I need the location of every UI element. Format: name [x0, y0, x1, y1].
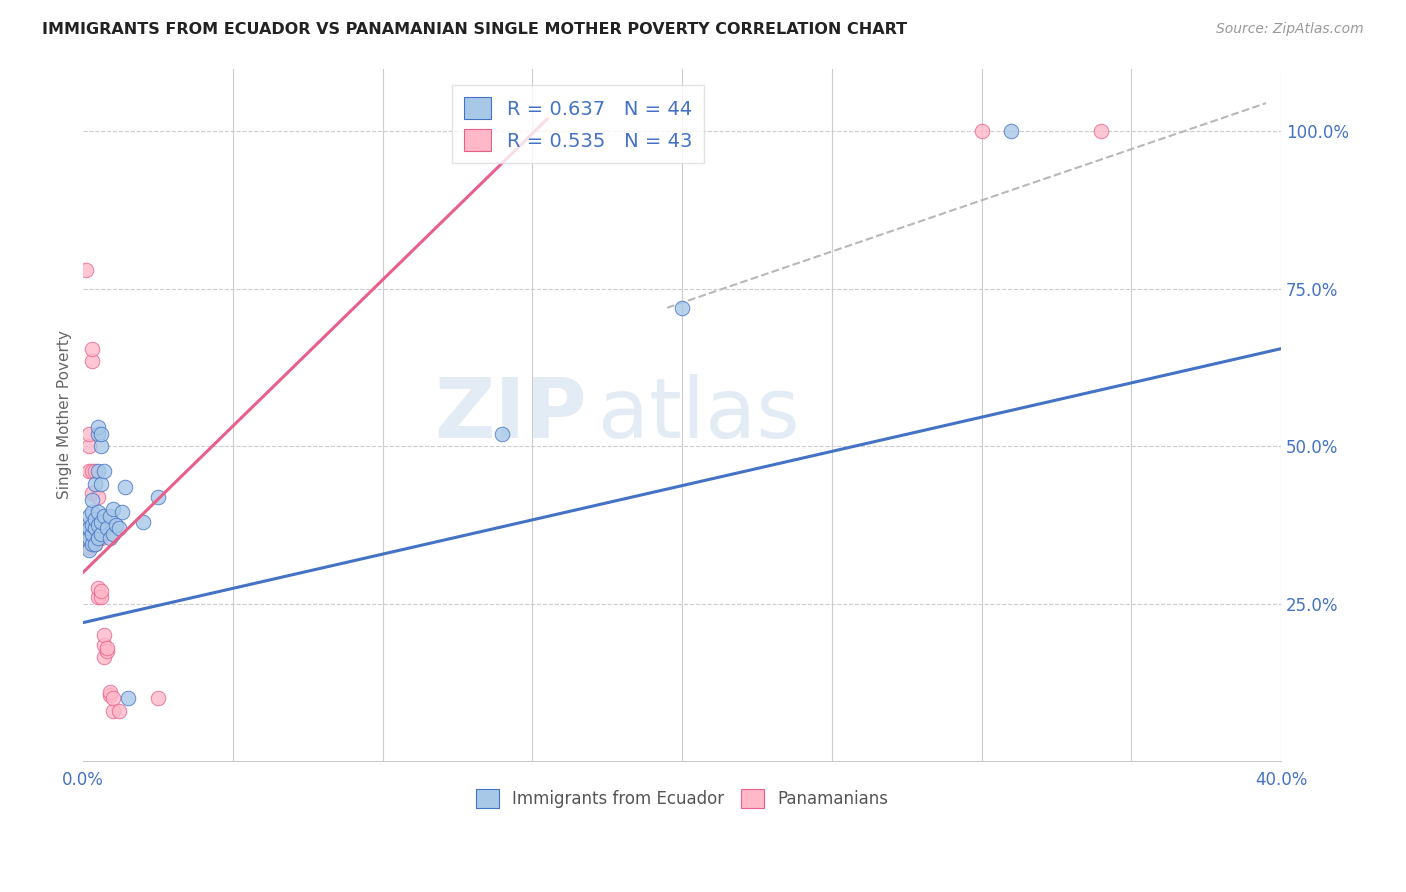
Point [84, 465, 107, 479]
Point [77, 540, 100, 554]
Point [87, 490, 110, 504]
Point [93, 508, 115, 523]
Point [117, 691, 139, 706]
Point [87, 531, 110, 545]
Point [84, 521, 107, 535]
Point [93, 628, 115, 642]
Point [98, 508, 121, 523]
Point [93, 650, 115, 665]
Point [108, 521, 131, 535]
Point [105, 518, 128, 533]
Point [87, 426, 110, 441]
Point [84, 531, 107, 545]
Point [82, 531, 104, 545]
Point [77, 531, 100, 545]
Point [75, 518, 97, 533]
Point [77, 508, 100, 523]
Point [146, 691, 169, 706]
Point [90, 439, 112, 453]
Point [671, 301, 693, 315]
Point [146, 490, 169, 504]
Point [82, 527, 104, 541]
Point [114, 480, 136, 494]
Text: IMMIGRANTS FROM ECUADOR VS PANAMANIAN SINGLE MOTHER POVERTY CORRELATION CHART: IMMIGRANTS FROM ECUADOR VS PANAMANIAN SI… [42, 22, 907, 37]
Point [103, 527, 125, 541]
Point [90, 515, 112, 529]
Point [82, 354, 104, 368]
Point [84, 537, 107, 551]
Point [90, 584, 112, 599]
Point [82, 492, 104, 507]
Point [87, 591, 110, 605]
Point [82, 537, 104, 551]
Point [82, 486, 104, 500]
Point [96, 640, 118, 655]
Point [90, 591, 112, 605]
Point [98, 685, 121, 699]
Point [82, 505, 104, 519]
Point [96, 644, 118, 658]
Point [98, 531, 121, 545]
Point [87, 515, 110, 529]
Point [132, 515, 155, 529]
Point [84, 537, 107, 551]
Point [84, 521, 107, 535]
Point [77, 426, 100, 441]
Point [82, 342, 104, 356]
Point [491, 426, 513, 441]
Point [75, 531, 97, 545]
Point [87, 420, 110, 434]
Text: Source: ZipAtlas.com: Source: ZipAtlas.com [1216, 22, 1364, 37]
Point [82, 515, 104, 529]
Point [1000, 124, 1022, 138]
Point [103, 704, 125, 718]
Point [75, 524, 97, 539]
Point [77, 521, 100, 535]
Point [108, 704, 131, 718]
Point [90, 515, 112, 529]
Point [103, 691, 125, 706]
Point [96, 521, 118, 535]
Point [82, 537, 104, 551]
Point [84, 511, 107, 525]
Point [90, 531, 112, 545]
Point [75, 524, 97, 539]
Y-axis label: Single Mother Poverty: Single Mother Poverty [58, 330, 72, 500]
Point [77, 531, 100, 545]
Point [84, 511, 107, 525]
Point [90, 527, 112, 541]
Point [103, 502, 125, 516]
Point [1090, 124, 1112, 138]
Point [93, 465, 115, 479]
Point [77, 543, 100, 558]
Text: atlas: atlas [599, 375, 800, 455]
Legend: Immigrants from Ecuador, Panamanians: Immigrants from Ecuador, Panamanians [468, 782, 896, 815]
Point [82, 465, 104, 479]
Point [77, 439, 100, 453]
Point [75, 531, 97, 545]
Point [87, 465, 110, 479]
Point [77, 521, 100, 535]
Point [90, 477, 112, 491]
Point [111, 505, 134, 519]
Point [75, 263, 97, 277]
Point [87, 581, 110, 595]
Text: ZIP: ZIP [434, 375, 586, 455]
Point [87, 531, 110, 545]
Point [84, 477, 107, 491]
Point [98, 688, 121, 702]
Point [93, 638, 115, 652]
Point [87, 518, 110, 533]
Point [87, 505, 110, 519]
Point [82, 518, 104, 533]
Point [90, 426, 112, 441]
Point [970, 124, 993, 138]
Point [77, 465, 100, 479]
